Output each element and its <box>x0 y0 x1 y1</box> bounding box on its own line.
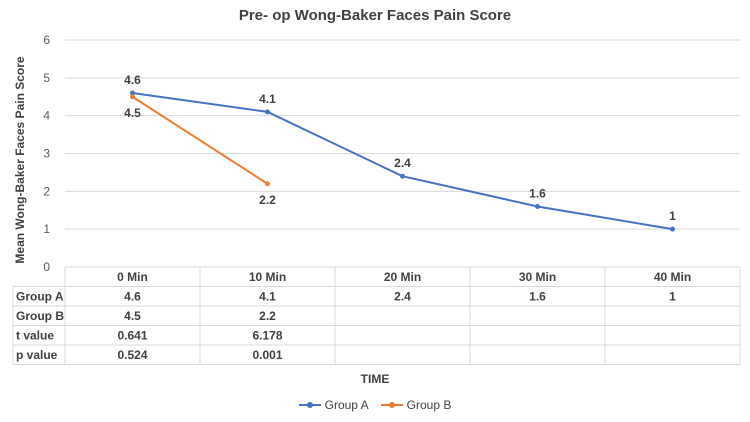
table-cell: 0.524 <box>117 348 147 362</box>
legend-swatch-group-a <box>298 402 321 408</box>
data-label: 4.6 <box>124 73 141 87</box>
table-cell: 2.4 <box>394 290 411 304</box>
data-label: 4.1 <box>259 92 276 106</box>
table-row-label: p value <box>16 348 58 362</box>
y-tick-label: 0 <box>43 260 50 274</box>
chart-title: Pre- op Wong-Baker Faces Pain Score <box>238 7 512 24</box>
table-row-label: t value <box>16 329 54 343</box>
table-cell: 6.178 <box>252 329 282 343</box>
legend-label-group-b: Group B <box>406 398 452 412</box>
legend-swatch-group-b <box>380 402 403 408</box>
series-line-group-b <box>131 95 269 185</box>
table-row-label: Group B <box>16 309 64 323</box>
x-tick-label: 20 Min <box>384 270 421 284</box>
x-tick-label: 30 Min <box>519 270 556 284</box>
data-point <box>130 90 135 96</box>
table-cell: 0.001 <box>252 348 282 362</box>
data-label: 2.2 <box>259 193 276 207</box>
x-axis-label: TIME <box>360 372 390 386</box>
data-point <box>400 173 405 179</box>
table-cell: 0.641 <box>117 329 147 343</box>
table-cell: 4.5 <box>124 309 141 323</box>
data-label: 1.6 <box>529 186 546 200</box>
y-tick-label: 1 <box>43 222 50 236</box>
table-cell: 1.6 <box>529 290 546 304</box>
x-tick-label: 40 Min <box>654 270 691 284</box>
y-tick-label: 4 <box>43 109 50 123</box>
table-cell: 4.6 <box>124 290 141 304</box>
y-tick-label: 5 <box>43 71 50 85</box>
data-point <box>670 226 675 232</box>
table-cell: 1 <box>669 290 676 304</box>
data-point <box>265 109 270 115</box>
y-tick-label: 3 <box>43 147 50 161</box>
table-cell: 2.2 <box>259 309 276 323</box>
legend-item-group-b: Group B <box>380 398 452 412</box>
data-point <box>265 181 270 187</box>
y-tick-label: 6 <box>43 33 50 47</box>
legend-item-group-a: Group A <box>298 398 369 412</box>
x-tick-label: 10 Min <box>249 270 286 284</box>
data-point <box>130 94 135 100</box>
table-row-label: Group A <box>16 290 64 304</box>
data-label: 2.4 <box>394 156 411 170</box>
x-tick-label: 0 Min <box>117 270 148 284</box>
data-label: 1 <box>669 209 676 223</box>
data-point <box>535 203 540 209</box>
legend-label-group-a: Group A <box>324 398 369 412</box>
table-cell: 4.1 <box>259 290 276 304</box>
y-tick-label: 2 <box>43 184 50 198</box>
data-label: 4.5 <box>124 106 141 120</box>
legend: Group A Group B <box>0 398 750 412</box>
